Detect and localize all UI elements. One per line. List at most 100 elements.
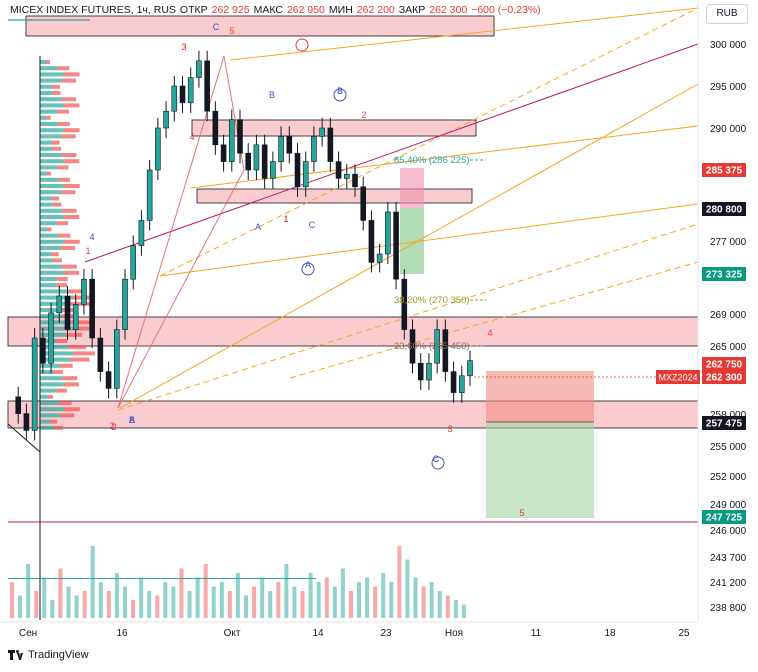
candle-body xyxy=(278,136,284,162)
pitchfork-line xyxy=(84,43,699,263)
volume-bar xyxy=(74,595,79,618)
candle-body xyxy=(376,253,383,263)
y-tick-label: 249 000 xyxy=(710,500,747,511)
profile-bar-down xyxy=(63,382,79,387)
profile-bar-up xyxy=(40,419,51,424)
price-marker xyxy=(702,202,746,216)
candle-body xyxy=(368,220,375,263)
pitchfork-line xyxy=(117,223,699,411)
volume-bar xyxy=(316,582,321,618)
candle-body xyxy=(327,127,334,162)
volume-bar xyxy=(244,595,249,618)
wave-label: 3 xyxy=(181,42,186,52)
price-marker xyxy=(702,267,746,281)
wave-label: A xyxy=(305,260,311,270)
profile-bar-up xyxy=(40,221,57,226)
y-tick-label: 246 000 xyxy=(710,526,747,537)
candle-body xyxy=(56,295,63,314)
profile-bar-down xyxy=(46,60,50,64)
profile-bar-up xyxy=(40,208,62,213)
low-value: 262 200 xyxy=(356,4,395,16)
y-tick-label: 269 000 xyxy=(710,310,747,321)
candle-body xyxy=(442,329,449,372)
wave-label: C xyxy=(433,454,440,464)
profile-bar-down xyxy=(72,351,95,356)
profile-bar-up xyxy=(40,109,58,114)
profile-bar-down xyxy=(62,264,77,269)
resistance-zones xyxy=(7,15,699,429)
wave-label: 5 xyxy=(229,26,234,36)
profile-bar-up xyxy=(40,190,62,195)
footer: TradingView xyxy=(8,649,89,661)
profile-bar-up xyxy=(40,78,62,83)
candle-body xyxy=(434,329,440,364)
price-marker xyxy=(702,357,746,371)
x-tick-label: Сен xyxy=(19,628,37,639)
volume-bar xyxy=(66,586,71,618)
volume-bar xyxy=(90,546,95,618)
price-marker-label: 273 325 xyxy=(706,270,743,281)
volume-bar xyxy=(211,586,216,618)
time-axis[interactable]: Сен 16 Окт 14 23 Ноя 11 18 25 xyxy=(0,621,698,639)
candle-body xyxy=(270,161,276,179)
profile-bar-up xyxy=(40,270,64,275)
profile-bar-up xyxy=(40,370,54,374)
close-label: ЗАКР xyxy=(398,4,426,16)
profile-bar-down xyxy=(52,84,61,89)
price-marker xyxy=(702,510,746,524)
wave-circle xyxy=(295,38,309,52)
x-tick-label: Ноя xyxy=(445,628,463,639)
wave-circle xyxy=(301,262,315,276)
volume-bar xyxy=(50,600,55,618)
volume-bar xyxy=(284,564,289,618)
profile-bar-down xyxy=(61,153,77,157)
stop-zone xyxy=(486,371,594,422)
open-value: 262 925 xyxy=(211,4,250,16)
profile-bar-up xyxy=(40,413,61,418)
profile-bar-down xyxy=(61,78,76,83)
target-zone xyxy=(486,422,594,518)
volume-bar xyxy=(381,573,386,618)
wave-label: 3 xyxy=(181,42,186,52)
fib-levels: 85,40% (286 225) 38,20% (270 350) 23,60% (… xyxy=(394,155,486,352)
candle-body xyxy=(261,144,268,179)
currency-button[interactable]: RUB xyxy=(706,4,748,24)
x-tick-label: 14 xyxy=(312,628,324,639)
profile-bar-up xyxy=(40,264,63,269)
y-tick-label: 255 000 xyxy=(710,442,747,453)
symbol-title[interactable]: MICEX INDEX FUTURES, 1ч, RUS xyxy=(10,4,176,16)
profile-bar-down xyxy=(57,109,69,114)
wave-label: 2 xyxy=(109,421,114,431)
price-marker-label: 285 375 xyxy=(706,166,743,177)
profile-bar-down xyxy=(57,66,70,71)
volume-bar xyxy=(58,568,63,618)
volume-bar xyxy=(453,600,458,618)
candle-body xyxy=(311,136,317,162)
volume-bar xyxy=(300,591,305,618)
trend-line xyxy=(7,423,41,453)
profile-bar-up xyxy=(40,140,52,145)
candle-body xyxy=(458,375,465,393)
profile-bar-up xyxy=(40,97,62,102)
profile-bar-down xyxy=(51,252,59,257)
candle-body xyxy=(97,337,104,372)
candle-body xyxy=(409,329,416,364)
candle-body xyxy=(401,278,408,330)
volume-bar xyxy=(413,577,418,618)
profile-bar-down xyxy=(71,320,93,325)
y-tick-label: 241 200 xyxy=(710,578,747,589)
volume-bar xyxy=(195,577,200,618)
wave-label: 2 xyxy=(361,110,366,120)
volume-bar xyxy=(114,573,119,618)
profile-bar-down xyxy=(61,97,77,102)
profile-bar-up xyxy=(40,388,57,393)
price-marker xyxy=(702,416,746,430)
candle-body xyxy=(89,278,95,339)
tradingview-brand[interactable]: TradingView xyxy=(28,649,89,661)
instrument-tag xyxy=(656,370,700,384)
profile-bar-down xyxy=(58,233,71,238)
profile-bar-down xyxy=(72,326,95,331)
candle-body xyxy=(426,362,432,381)
